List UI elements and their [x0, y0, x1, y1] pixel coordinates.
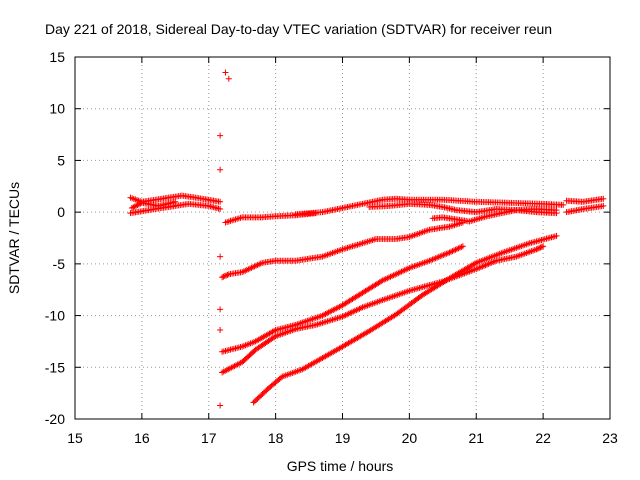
data-point	[456, 244, 463, 251]
data-point	[452, 246, 459, 253]
data-point	[449, 248, 456, 255]
isolated-point	[217, 327, 224, 334]
y-axis-label: SDTVAR / TECUs	[6, 182, 22, 294]
series-track-j	[219, 243, 466, 355]
axes: 15 16 17 18 19 20 21 22 23 -20 -15 -10 -5 0 5 10 15	[45, 49, 618, 446]
isolated-point	[217, 253, 224, 260]
series-track-h	[563, 195, 607, 205]
series-track-i	[219, 219, 466, 281]
isolated-point	[217, 166, 224, 173]
y-tick-label: -5	[53, 256, 66, 272]
data-point	[533, 246, 540, 253]
series-track-a-upper	[127, 192, 224, 205]
series-track-a-lower	[127, 200, 224, 217]
data-point	[534, 245, 541, 252]
series-track-b-early	[128, 198, 179, 212]
isolated-point	[222, 69, 229, 76]
y-tick-label: -10	[45, 308, 65, 324]
data-point	[131, 203, 138, 210]
data-point	[471, 260, 478, 267]
x-tick-label: 20	[402, 430, 418, 446]
data-point	[221, 273, 228, 280]
y-tick-label: -20	[45, 411, 65, 427]
data-point	[458, 243, 465, 250]
x-axis-label: GPS time / hours	[287, 458, 394, 474]
series-track-g	[563, 202, 607, 216]
y-tick-label: 5	[57, 152, 65, 168]
x-tick-label: 23	[602, 430, 618, 446]
data-point	[450, 247, 457, 254]
data-point	[459, 243, 466, 250]
data-point	[133, 202, 140, 209]
data-point	[446, 249, 453, 256]
y-tick-label: 15	[49, 49, 65, 65]
data-point	[600, 202, 607, 209]
data-point	[540, 243, 547, 250]
isolated-point	[217, 306, 224, 313]
data-point	[277, 374, 284, 381]
data-point	[600, 195, 607, 202]
isolated-point	[217, 132, 224, 139]
chart-title: Day 221 of 2018, Sidereal Day-to-day VTE…	[45, 21, 552, 37]
x-tick-label: 22	[535, 430, 551, 446]
x-tick-label: 21	[468, 430, 484, 446]
data-point	[378, 278, 385, 285]
data-point	[128, 205, 135, 212]
data-point	[447, 248, 454, 255]
x-tick-label: 19	[335, 430, 351, 446]
x-tick-label: 15	[67, 430, 83, 446]
data-point	[536, 245, 543, 252]
data-point	[134, 202, 141, 209]
isolated-points	[217, 69, 232, 409]
x-tick-label: 17	[201, 430, 217, 446]
data-point	[172, 198, 179, 205]
data-point	[223, 272, 230, 279]
series-track-d	[292, 195, 567, 218]
series-track-f	[429, 206, 560, 225]
data-point	[219, 274, 226, 281]
data-point	[271, 334, 278, 341]
data-marks	[127, 69, 607, 409]
isolated-point	[225, 75, 232, 82]
data-point	[220, 273, 227, 280]
data-point	[560, 201, 567, 208]
series-track-l	[250, 232, 560, 406]
x-tick-label: 18	[268, 430, 284, 446]
isolated-point	[217, 402, 224, 409]
data-point	[537, 244, 544, 251]
data-point	[553, 232, 560, 239]
y-tick-label: -15	[45, 359, 65, 375]
data-point	[136, 201, 143, 208]
y-tick-label: 10	[49, 101, 65, 117]
data-point	[453, 246, 460, 253]
data-point	[538, 243, 545, 250]
data-point	[130, 204, 137, 211]
data-point	[217, 206, 224, 213]
y-tick-label: 0	[57, 204, 65, 220]
data-point	[217, 198, 224, 205]
data-point	[459, 219, 466, 226]
data-point	[455, 245, 462, 252]
x-tick-label: 16	[134, 430, 150, 446]
data-point	[224, 271, 231, 278]
data-point	[553, 207, 560, 214]
